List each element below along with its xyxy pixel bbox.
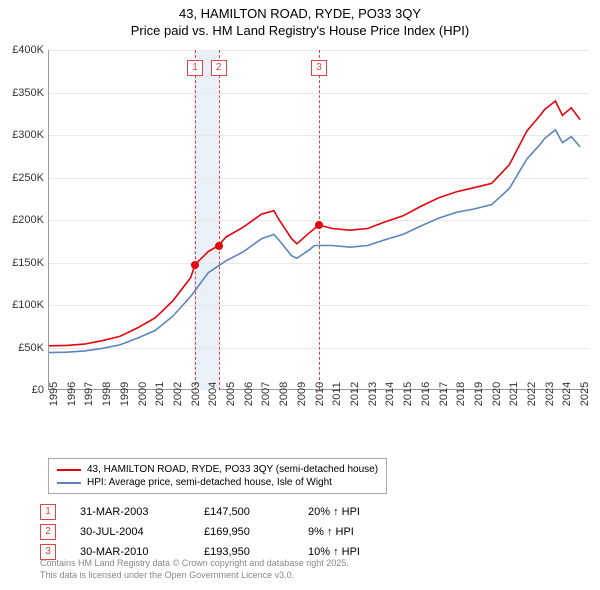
event-delta: 9% ↑ HPI <box>308 526 388 538</box>
xtick-label: 1997 <box>83 382 95 406</box>
event-date: 31-MAR-2003 <box>80 506 180 518</box>
xtick-label: 2003 <box>190 382 202 406</box>
xtick-label: 2007 <box>260 382 272 406</box>
xtick-label: 2002 <box>172 382 184 406</box>
plot: 12 3 <box>48 50 588 390</box>
event-price: £147,500 <box>204 506 284 518</box>
xtick-label: 2008 <box>278 382 290 406</box>
legend-swatch <box>57 469 81 471</box>
title-line1: 43, HAMILTON ROAD, RYDE, PO33 3QY <box>0 6 600 23</box>
xtick-label: 1998 <box>101 382 113 406</box>
ytick-label: £200K <box>12 214 44 226</box>
event-line <box>195 50 196 390</box>
series-hpi <box>49 130 580 353</box>
xtick-label: 2009 <box>296 382 308 406</box>
xtick-label: 2016 <box>420 382 432 406</box>
xtick-label: 1996 <box>66 382 78 406</box>
xtick-label: 2006 <box>243 382 255 406</box>
event-line <box>319 50 320 390</box>
xtick-label: 1995 <box>48 382 60 406</box>
ytick-label: £300K <box>12 129 44 141</box>
attribution: Contains HM Land Registry data © Crown c… <box>40 558 349 581</box>
event-date: 30-JUL-2004 <box>80 526 180 538</box>
ytick-label: £350K <box>12 87 44 99</box>
event-date: 30-MAR-2010 <box>80 546 180 558</box>
xtick-label: 2013 <box>367 382 379 406</box>
xtick-label: 2018 <box>455 382 467 406</box>
xtick-label: 2020 <box>491 382 503 406</box>
xtick-label: 2024 <box>561 382 573 406</box>
legend-swatch <box>57 482 81 484</box>
ytick-label: £400K <box>12 44 44 56</box>
attribution-line2: This data is licensed under the Open Gov… <box>40 570 349 582</box>
ytick-label: £150K <box>12 257 44 269</box>
ytick-label: £50K <box>18 342 44 354</box>
ytick-label: £100K <box>12 299 44 311</box>
legend-item: HPI: Average price, semi-detached house,… <box>57 476 378 489</box>
xtick-label: 2017 <box>438 382 450 406</box>
event-num: 2 <box>40 524 56 540</box>
legend-label: 43, HAMILTON ROAD, RYDE, PO33 3QY (semi-… <box>87 464 378 475</box>
xtick-label: 2000 <box>137 382 149 406</box>
event-num: 1 <box>40 504 56 520</box>
event-marker: 1 <box>187 60 203 76</box>
legend-label: HPI: Average price, semi-detached house,… <box>87 477 332 488</box>
xtick-label: 2011 <box>331 382 343 406</box>
event-price: £169,950 <box>204 526 284 538</box>
event-delta: 10% ↑ HPI <box>308 546 388 558</box>
xtick-label: 2025 <box>579 382 591 406</box>
xtick-label: 2004 <box>207 382 219 406</box>
xtick-label: 2022 <box>526 382 538 406</box>
event-price: £193,950 <box>204 546 284 558</box>
xtick-label: 2014 <box>384 382 396 406</box>
ytick-label: £250K <box>12 172 44 184</box>
xtick-label: 1999 <box>119 382 131 406</box>
xtick-label: 2015 <box>402 382 414 406</box>
event-marker: 3 <box>311 60 327 76</box>
sale-dot <box>315 221 323 229</box>
event-row: 2 30-JUL-2004 £169,950 9% ↑ HPI <box>40 522 388 542</box>
xtick-label: 2012 <box>349 382 361 406</box>
legend-item: 43, HAMILTON ROAD, RYDE, PO33 3QY (semi-… <box>57 463 378 476</box>
event-row: 1 31-MAR-2003 £147,500 20% ↑ HPI <box>40 502 388 522</box>
event-marker: 2 <box>211 60 227 76</box>
sale-dot <box>191 261 199 269</box>
events-table: 1 31-MAR-2003 £147,500 20% ↑ HPI 2 30-JUL-200… <box>40 502 388 562</box>
xtick-label: 2010 <box>314 382 326 406</box>
xtick-label: 2001 <box>154 382 166 406</box>
xtick-label: 2019 <box>473 382 485 406</box>
event-line <box>219 50 220 390</box>
xtick-label: 2021 <box>508 382 520 406</box>
title-line2: Price paid vs. HM Land Registry's House … <box>0 23 600 40</box>
attribution-line1: Contains HM Land Registry data © Crown c… <box>40 558 349 570</box>
xtick-label: 2005 <box>225 382 237 406</box>
legend: 43, HAMILTON ROAD, RYDE, PO33 3QY (semi-… <box>48 458 387 494</box>
chart-title: 43, HAMILTON ROAD, RYDE, PO33 3QY Price … <box>0 0 600 40</box>
ytick-label: £0 <box>32 384 44 396</box>
event-delta: 20% ↑ HPI <box>308 506 388 518</box>
xtick-label: 2023 <box>544 382 556 406</box>
chart-area: 123 £0£50K£100K£150K£200K£250K£300K£350K… <box>48 50 588 420</box>
sale-dot <box>215 242 223 250</box>
